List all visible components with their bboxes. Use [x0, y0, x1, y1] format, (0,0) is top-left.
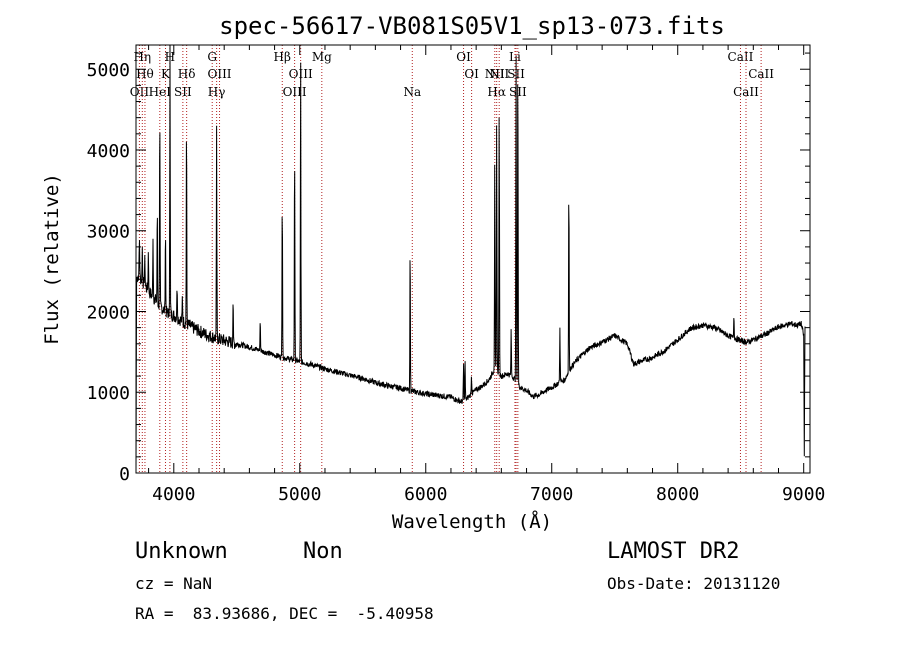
observation-date: Obs-Date: 20131120 [607, 574, 781, 593]
spectrum-line [135, 44, 806, 474]
redshift-value: cz = NaN [135, 574, 213, 593]
y-tick-label: 5000 [87, 60, 130, 81]
line-marker-label: Hγ [208, 85, 226, 99]
line-marker-label: K [161, 67, 171, 81]
line-marker-label: Hβ [274, 50, 291, 64]
line-marker-label: Li [509, 50, 521, 64]
line-marker-label: NII [489, 67, 509, 81]
line-marker-label: Hδ [178, 67, 196, 81]
coordinates: RA = 83.93686, DEC = -5.40958 [135, 604, 434, 623]
y-tick-label: 4000 [87, 141, 130, 162]
line-marker-label: Hα [487, 85, 506, 99]
line-marker-label: Mg [312, 50, 332, 64]
line-marker-label: OIII [207, 67, 231, 81]
line-markers: OIIHηHθHeIKHSIIHδGHγOIIIHβOIIIOIIIMgNaOI… [130, 45, 774, 473]
spectrum-series [135, 44, 806, 474]
y-tick-label: 2000 [87, 302, 130, 323]
line-marker-label: OII [130, 85, 150, 99]
x-tick-label: 8000 [656, 484, 699, 505]
y-axis-label: Flux (relative) [41, 173, 63, 345]
x-tick-label: 4000 [152, 484, 195, 505]
survey-name: LAMOST DR2 [607, 539, 740, 564]
line-marker-label: OIII [283, 85, 307, 99]
line-marker-label: OI [456, 50, 471, 64]
x-tick-label: 5000 [278, 484, 321, 505]
line-marker-label: G [207, 50, 217, 64]
x-axis-label: Wavelength (Å) [392, 510, 552, 533]
x-axis: 4000 5000 6000 7000 8000 9000 [148, 45, 825, 505]
object-subclass: Non [303, 539, 343, 564]
x-tick-label: 7000 [530, 484, 573, 505]
line-marker-label: HeI [149, 85, 172, 99]
y-tick-label: 3000 [87, 222, 130, 243]
y-tick-label: 0 [119, 464, 130, 485]
line-marker-label: Hθ [136, 67, 154, 81]
line-marker-label: NII [485, 67, 505, 81]
y-tick-label: 1000 [87, 383, 130, 404]
line-marker-label: OI [464, 67, 479, 81]
plot-frame [135, 44, 811, 474]
object-class: Unknown [135, 539, 228, 564]
line-marker-label: SII [174, 85, 192, 99]
line-marker-label: CaII [733, 85, 759, 99]
line-marker-label: Na [403, 85, 421, 99]
x-tick-label: 9000 [782, 484, 825, 505]
line-marker-label: CaII [728, 50, 754, 64]
line-marker-label: CaII [748, 67, 774, 81]
x-tick-label: 6000 [404, 484, 447, 505]
y-axis: 0 1000 2000 3000 4000 5000 [87, 52, 810, 485]
chart-title: spec-56617-VB081S05V1_sp13-073.fits [219, 12, 725, 40]
